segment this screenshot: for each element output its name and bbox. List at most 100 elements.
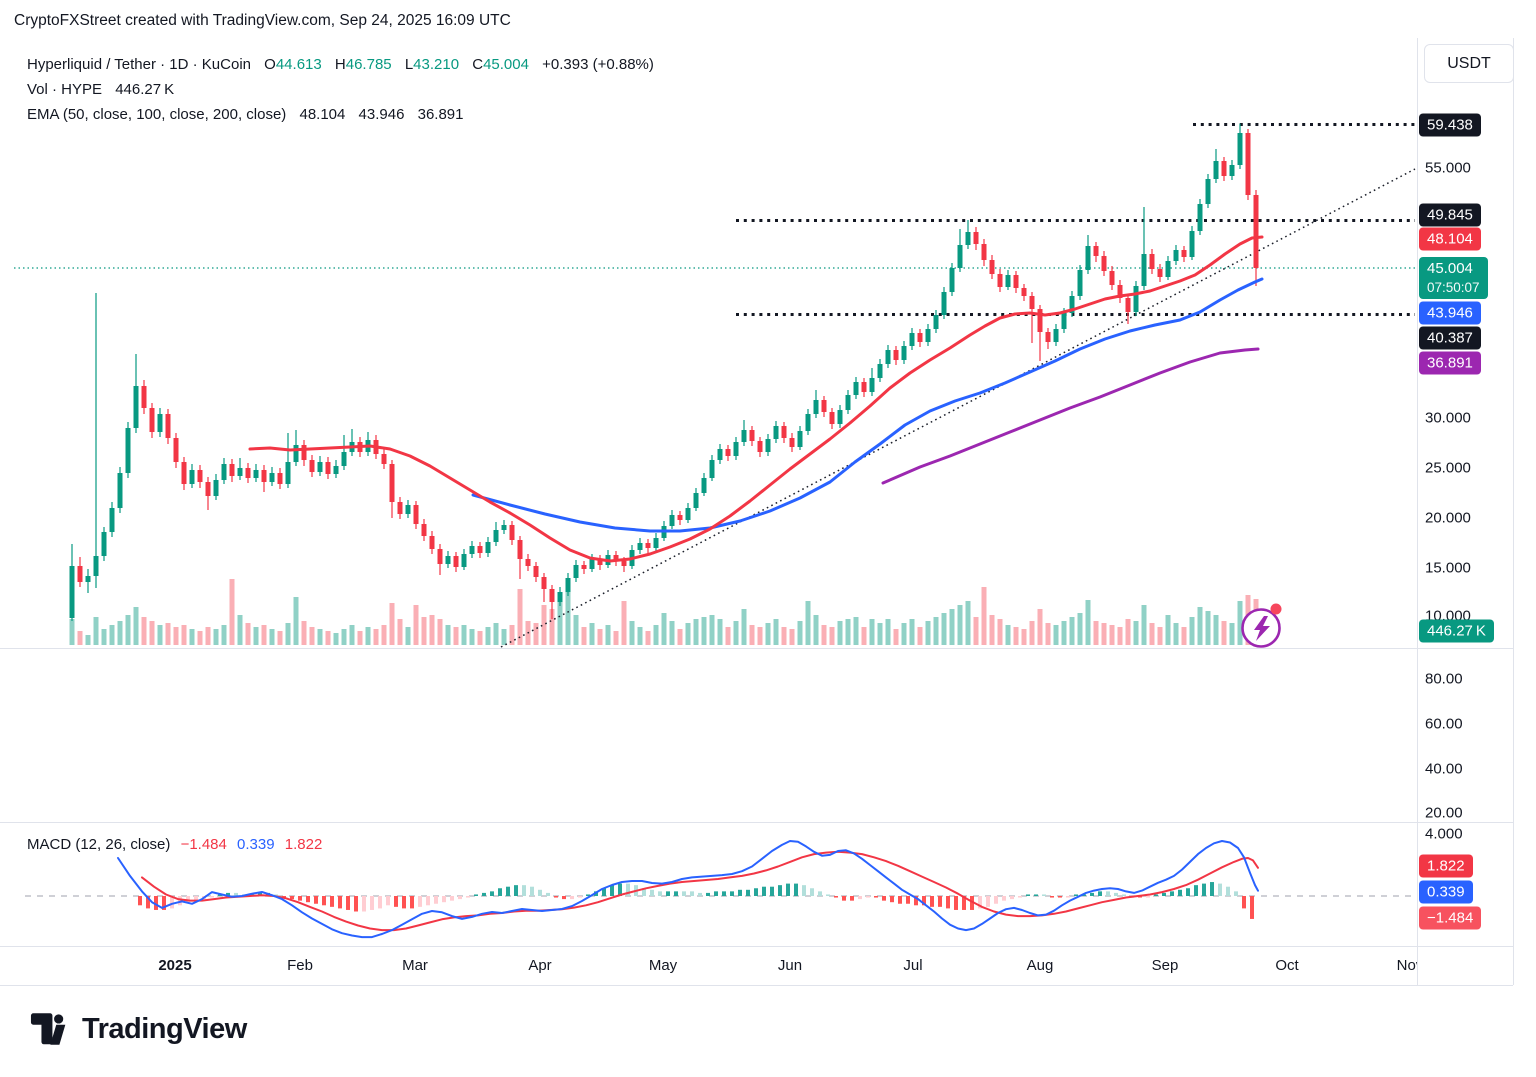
macd-histogram-bar	[1218, 883, 1222, 896]
price-scale[interactable]: 55.000 30.000 25.000 20.000 15.000 10.000 80.0…	[1417, 38, 1514, 985]
candle-body	[93, 556, 99, 576]
macd-histogram-bar	[1106, 891, 1110, 896]
macd-histogram-bar	[474, 894, 478, 896]
macd-histogram-bar	[682, 891, 686, 896]
volume-bar	[469, 629, 475, 645]
macd-histogram-bar	[650, 889, 654, 896]
time-axis-label: Apr	[528, 957, 552, 974]
macd-histogram-bar	[594, 891, 598, 896]
volume-bar	[325, 631, 331, 645]
macd-histogram-bar	[266, 892, 270, 896]
volume-bar	[677, 629, 683, 645]
candle-body	[133, 386, 139, 428]
candle-body	[181, 462, 187, 484]
candle-body	[669, 515, 675, 526]
macd-histogram-bar	[1098, 891, 1102, 896]
macd-histogram-bar	[426, 896, 430, 906]
candle-body	[397, 502, 403, 514]
candle-body	[677, 515, 683, 520]
candle-body	[837, 410, 843, 424]
candle-body	[981, 244, 987, 260]
candle-body	[861, 382, 867, 392]
macd-histogram-bar	[1010, 896, 1014, 900]
ema50-line	[248, 235, 1264, 563]
candle-body	[453, 556, 459, 567]
tradingview-footer[interactable]: TradingView	[30, 1012, 247, 1046]
legend-symbol-row[interactable]: Hyperliquid / Tether · 1D · KuCoin O44.6…	[27, 52, 654, 77]
macd-histogram-bar	[602, 888, 606, 896]
macd-histogram-bar	[274, 894, 278, 896]
candle-body	[685, 508, 691, 520]
volume-bar	[997, 619, 1003, 645]
volume-bar	[1189, 617, 1195, 645]
volume-bar	[77, 631, 83, 645]
candle-body	[517, 540, 523, 559]
candle-body	[1013, 275, 1019, 288]
currency-toggle-button[interactable]: USDT	[1424, 44, 1514, 83]
candle-body	[1197, 204, 1203, 231]
candle-body	[797, 431, 803, 447]
boost-lightning-button[interactable]	[1238, 602, 1290, 652]
legend-ema-row[interactable]: EMA (50, close, 100, close, 200, close) …	[27, 102, 654, 127]
volume-bar	[1229, 623, 1235, 645]
macd-histogram-bar	[1138, 896, 1142, 898]
axis-label: 40.00	[1425, 760, 1463, 778]
macd-histogram-bar	[746, 889, 750, 896]
macd-histogram-bar	[1130, 896, 1134, 898]
macd-legend[interactable]: MACD (12, 26, close) −1.484 0.339 1.822	[27, 836, 328, 853]
macd-histogram-bar	[226, 892, 230, 896]
macd-histogram-bar	[946, 896, 950, 909]
axis-label: 30.000	[1425, 409, 1471, 427]
candle-body	[261, 470, 267, 482]
macd-histogram-bar	[1082, 894, 1086, 896]
candle-body	[605, 555, 611, 565]
candle-body	[573, 565, 579, 578]
macd-histogram-bar	[586, 894, 590, 896]
macd-histogram-bar	[194, 896, 198, 901]
candle-body	[845, 395, 851, 410]
candle-body	[85, 576, 91, 582]
volume-bar	[261, 625, 267, 645]
macd-histogram-bar	[1074, 894, 1078, 896]
macd-histogram-bar	[458, 896, 462, 900]
candle-body	[269, 473, 275, 482]
macd-signal-value: 1.822	[284, 836, 323, 853]
time-scale[interactable]: 2025 Feb Mar Apr May Jun Jul Aug Sep Oct Nov	[0, 946, 1417, 985]
candle-body	[949, 268, 955, 292]
macd-histogram-bar	[138, 896, 142, 906]
candle-body	[997, 274, 1003, 287]
candle-body	[757, 441, 763, 452]
macd-histogram-bar	[850, 896, 854, 901]
volume-bar	[277, 631, 283, 645]
candle-body	[717, 449, 723, 460]
volume-bar	[1117, 627, 1123, 645]
volume-bar	[957, 605, 963, 645]
candle-body	[1237, 133, 1243, 165]
volume-bar	[1101, 623, 1107, 645]
macd-histogram-bar	[794, 883, 798, 896]
volume-bar	[565, 587, 571, 645]
volume-bar	[829, 627, 835, 645]
candle-body	[1213, 161, 1219, 179]
macd-histogram-bar	[538, 889, 542, 896]
volume-bar	[1181, 627, 1187, 645]
volume-bar	[637, 627, 643, 645]
macd-histogram-bar	[514, 885, 518, 896]
candle-body	[461, 554, 467, 567]
legend-volume-row[interactable]: Vol · HYPE 446.27 K	[27, 77, 654, 102]
price-level-badge: 43.946	[1419, 301, 1481, 325]
candle-body	[509, 525, 515, 540]
volume-bar	[1037, 609, 1043, 645]
macd-histogram-bar	[1250, 896, 1254, 919]
macd-histogram-bar	[954, 896, 958, 910]
macd-histogram-bar	[930, 896, 934, 907]
macd-histogram-bar	[1050, 896, 1054, 898]
volume-bar	[1061, 621, 1067, 645]
macd-signal-line	[141, 850, 1259, 932]
candle-body	[1205, 179, 1211, 204]
volume-bar	[1125, 619, 1131, 645]
candle-body	[1157, 269, 1163, 277]
macd-histogram-bar	[314, 896, 318, 904]
macd-histogram-bar	[546, 892, 550, 896]
macd-histogram-bar	[362, 896, 366, 912]
